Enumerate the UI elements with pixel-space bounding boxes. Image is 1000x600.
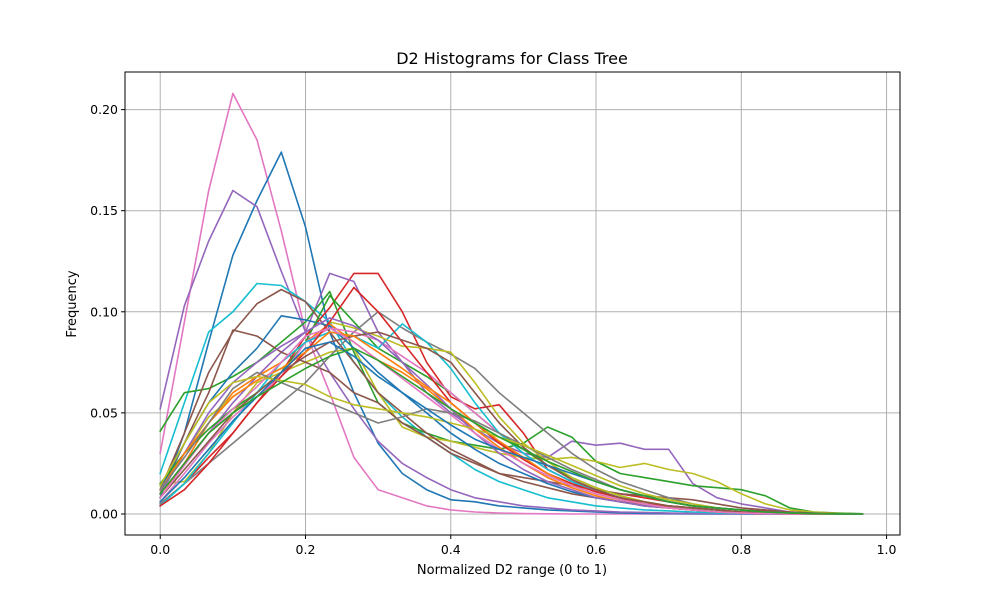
series-line <box>159 327 864 515</box>
series-line <box>159 288 864 515</box>
chart-title: D2 Histograms for Class Tree <box>396 49 628 68</box>
x-tick-label: 0.0 <box>150 542 170 557</box>
series-line <box>159 331 864 515</box>
grid <box>125 72 900 535</box>
series-line <box>159 294 864 515</box>
x-tick-label: 0.2 <box>296 542 316 557</box>
series-line <box>159 151 864 515</box>
y-axis-label: Frequency <box>65 270 80 337</box>
x-tick-label: 0.6 <box>586 542 606 557</box>
series-lines <box>159 92 864 515</box>
series-line <box>159 331 864 515</box>
y-tick-label: 0.10 <box>90 304 118 319</box>
x-tick-label: 0.8 <box>731 542 751 557</box>
y-tick-label: 0.00 <box>90 506 118 521</box>
series-line <box>159 272 864 515</box>
y-tick-label: 0.05 <box>90 405 118 420</box>
series-line <box>159 286 864 515</box>
y-axis: 0.00 0.05 0.10 0.15 0.20 <box>90 102 125 521</box>
x-tick-label: 1.0 <box>877 542 897 557</box>
y-tick-label: 0.15 <box>90 203 118 218</box>
series-line <box>159 189 864 515</box>
series-line <box>159 347 864 515</box>
y-tick-label: 0.20 <box>90 102 118 117</box>
series-line <box>159 290 864 515</box>
x-axis-label: Normalized D2 range (0 to 1) <box>417 563 607 578</box>
plot-frame <box>124 71 901 536</box>
x-axis: 0.0 0.2 0.4 0.6 0.8 1.0 <box>150 535 897 557</box>
x-tick-label: 0.4 <box>441 542 461 557</box>
series-line <box>159 282 864 515</box>
